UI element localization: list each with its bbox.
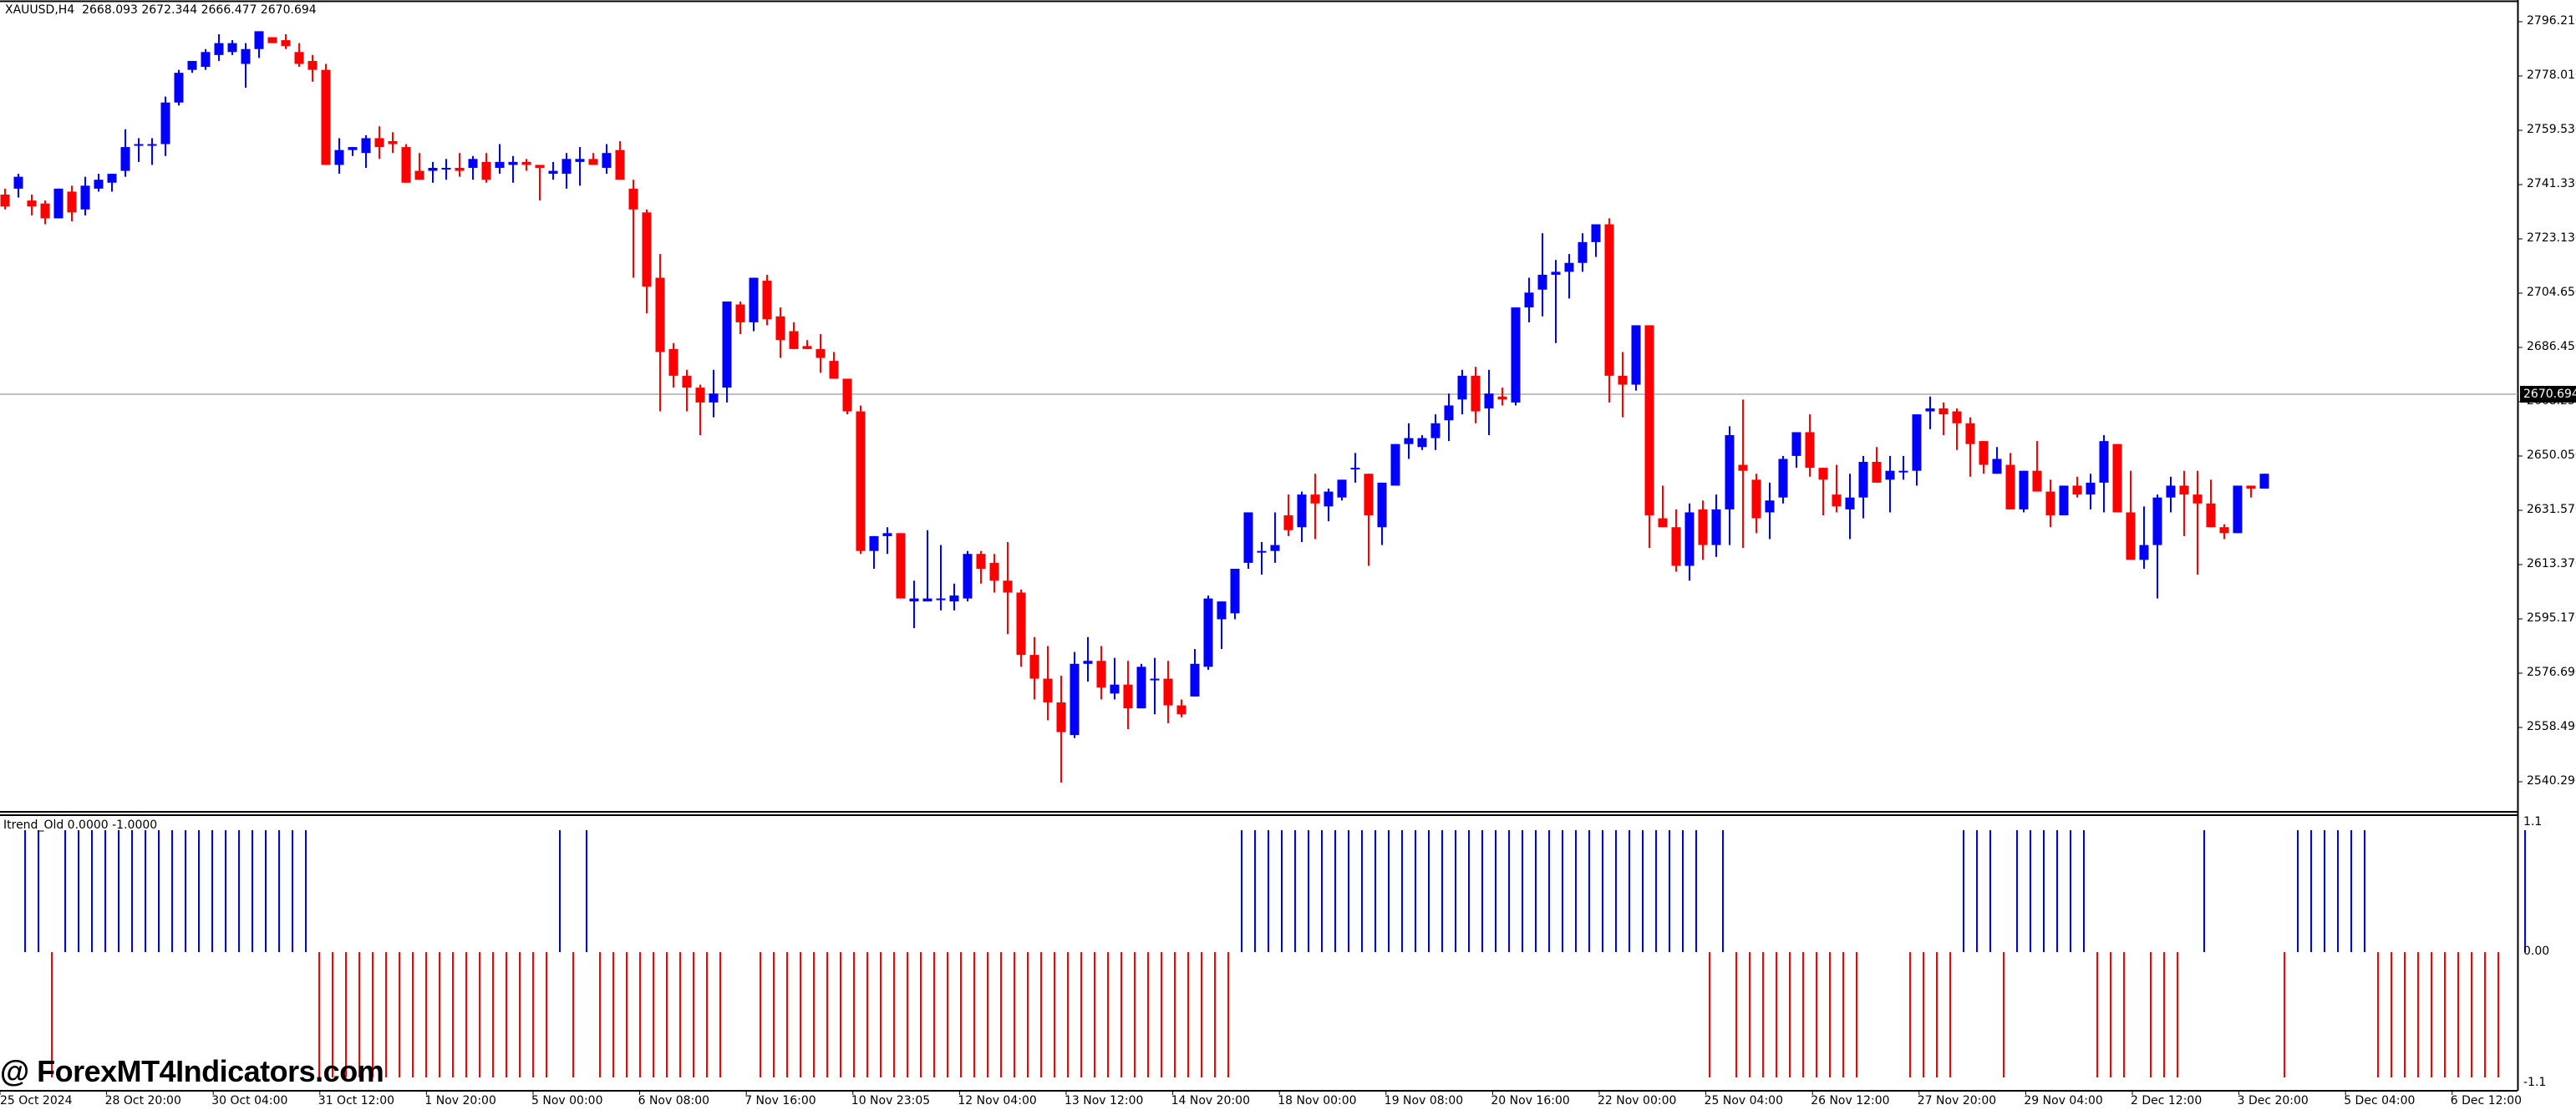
time-axis-label: 27 Nov 20:00 [1917, 1094, 1997, 1107]
price-axis-label: 2613.370 [2527, 557, 2576, 570]
price-axis-label: 2558.490 [2527, 720, 2576, 733]
time-axis-label: 29 Nov 04:00 [2024, 1094, 2103, 1107]
time-axis-label: 10 Nov 23:05 [851, 1094, 931, 1107]
time-axis-label: 26 Nov 12:00 [1811, 1094, 1890, 1107]
price-axis-label: 2595.170 [2527, 611, 2576, 625]
price-axis-label: 2741.330 [2527, 177, 2576, 190]
time-axis-label: 5 Dec 04:00 [2344, 1094, 2416, 1107]
time-axis-label: 13 Nov 12:00 [1064, 1094, 1144, 1107]
time-axis-label: 5 Nov 00:00 [531, 1094, 603, 1107]
time-axis-label: 6 Dec 12:00 [2450, 1094, 2523, 1107]
time-axis-label: 31 Oct 12:00 [318, 1094, 395, 1107]
price-axis-label: 2704.650 [2527, 286, 2576, 299]
time-axis-label: 18 Nov 00:00 [1278, 1094, 1357, 1107]
time-axis-label: 14 Nov 20:00 [1171, 1094, 1250, 1107]
current-price-badge: 2670.694 [2520, 386, 2576, 403]
time-axis-label: 2 Dec 12:00 [2131, 1094, 2203, 1107]
time-axis-label: 1 Nov 20:00 [424, 1094, 496, 1107]
price-axis-label: 2540.290 [2527, 774, 2576, 788]
time-axis-label: 25 Oct 2024 [0, 1094, 73, 1107]
price-axis-label: 2631.570 [2527, 503, 2576, 516]
indicator-scale-min: -1.1 [2523, 1076, 2547, 1089]
time-axis-label: 6 Nov 08:00 [638, 1094, 710, 1107]
price-axis-label: 2723.130 [2527, 231, 2576, 245]
indicator-scale-zero: 0.00 [2523, 945, 2550, 958]
time-axis-label: 30 Oct 04:00 [211, 1094, 288, 1107]
symbol-ohlc-label: XAUUSD,H4 2668.093 2672.344 2666.477 267… [5, 3, 317, 17]
price-axis-label: 2576.690 [2527, 666, 2576, 679]
price-axis-label: 2778.010 [2527, 68, 2576, 82]
price-axis-label: 2650.050 [2527, 449, 2576, 462]
indicator-scale-max: 1.1 [2523, 815, 2543, 829]
time-axis-label: 12 Nov 04:00 [958, 1094, 1037, 1107]
price-axis-label: 2686.450 [2527, 340, 2576, 353]
price-axis-label: 2759.530 [2527, 123, 2576, 136]
time-axis-label: 22 Nov 00:00 [1598, 1094, 1677, 1107]
price-axis-label: 2796.210 [2527, 14, 2576, 28]
indicator-label: Itrend_Old 0.0000 -1.0000 [3, 819, 158, 832]
time-axis-label: 20 Nov 16:00 [1491, 1094, 1570, 1107]
itrend-histogram [24, 830, 2526, 1077]
time-axis-label: 3 Dec 20:00 [2237, 1094, 2309, 1107]
time-axis-ticks [0, 1091, 2453, 1095]
time-axis-label: 25 Nov 04:00 [1704, 1094, 1783, 1107]
time-axis-label: 19 Nov 08:00 [1384, 1094, 1464, 1107]
watermark: @ ForexMT4Indicators.com [0, 1054, 384, 1088]
time-axis-label: 7 Nov 16:00 [744, 1094, 816, 1107]
time-axis-label: 28 Oct 20:00 [104, 1094, 181, 1107]
candlestick-series [0, 31, 2269, 783]
